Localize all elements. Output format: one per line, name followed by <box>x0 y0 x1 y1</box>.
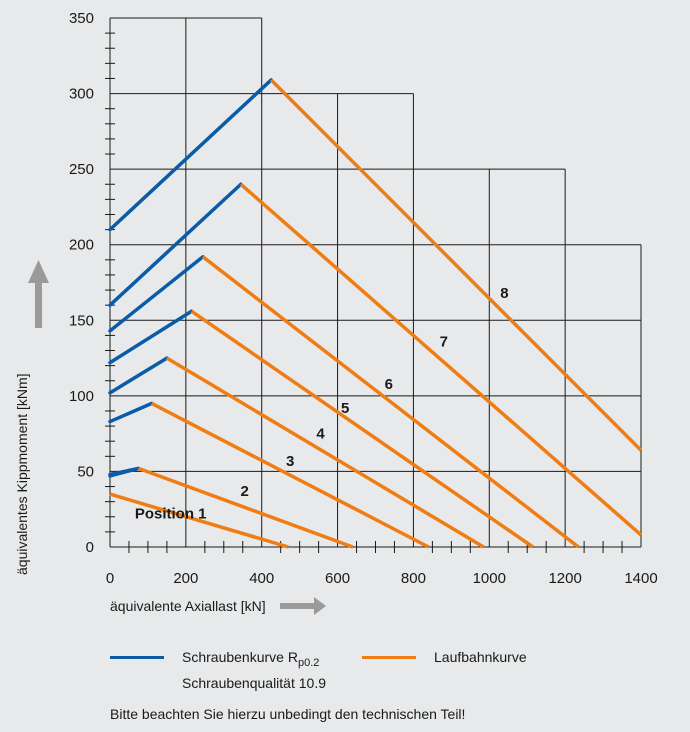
series-lines <box>108 78 643 549</box>
y-tick-label: 0 <box>86 539 94 556</box>
y-tick-label: 250 <box>69 161 94 178</box>
laufbahn-line-3 <box>150 401 430 549</box>
x-axis-label-row: äquivalente Axiallast [kN] <box>110 597 326 615</box>
axis-ticks: 0 50 100 150 200 250 300 350 0 200 400 600 800 1000 12… <box>69 10 658 587</box>
y-axis-arrow <box>28 260 49 328</box>
x-tick-label: 1400 <box>624 570 657 587</box>
position-label-2: 2 <box>240 483 248 500</box>
legend-sub-schraube: p0.2 <box>297 656 320 669</box>
schraube-line-3 <box>108 401 154 424</box>
laufbahn-line-7 <box>239 182 643 537</box>
position-label-1: Position 1 <box>135 506 207 523</box>
grid <box>109 17 642 548</box>
schraube-line-2 <box>108 466 141 477</box>
footnote: Bitte beachten Sie hierzu unbedingt den … <box>110 706 466 722</box>
y-tick-label: 100 <box>69 388 94 405</box>
position-label-4: 4 <box>316 426 325 443</box>
x-tick-label: 0 <box>106 570 114 587</box>
x-tick-label: 800 <box>401 570 426 587</box>
laufbahn-line-5 <box>190 309 534 549</box>
position-label-6: 6 <box>385 376 393 393</box>
laufbahn-line-6 <box>201 255 580 549</box>
y-tick-label: 200 <box>69 237 94 254</box>
legend-schraube: Schraubenkurve Rp0.2 Schraubenqualität 1… <box>110 647 326 693</box>
position-label-7: 7 <box>440 333 448 350</box>
x-tick-label: 1000 <box>473 570 506 587</box>
laufbahn-line-1 <box>109 492 289 549</box>
laufbahn-line-8 <box>269 78 643 452</box>
series-labels: Position 1 2 3 45 6 7 8 <box>135 285 509 523</box>
legend-swatch-schraube <box>110 656 164 659</box>
schraube-line-4 <box>108 356 169 395</box>
position-label-8: 8 <box>500 285 508 302</box>
x-tick-label: 600 <box>325 570 350 587</box>
x-axis-label: äquivalente Axiallast [kN] <box>110 598 266 614</box>
legend-swatch-laufbahn <box>362 656 416 659</box>
legend-laufbahn: Laufbahnkurve <box>362 647 527 667</box>
y-tick-label: 150 <box>69 312 94 329</box>
y-tick-label: 350 <box>69 10 94 27</box>
x-axis-arrow <box>279 597 326 615</box>
schraube-line-7 <box>108 182 243 307</box>
laufbahn-line-4 <box>165 356 485 549</box>
y-axis-label: äquivalentes Kippmoment [kNm] <box>14 373 30 575</box>
schraube-line-8 <box>108 78 273 232</box>
y-tick-label: 300 <box>69 86 94 103</box>
schraube-line-5 <box>108 309 194 365</box>
position-label-5: 5 <box>341 400 349 417</box>
schraube-line-6 <box>108 255 205 333</box>
x-tick-label: 400 <box>249 570 274 587</box>
x-tick-label: 200 <box>173 570 198 587</box>
x-tick-label: 1200 <box>548 570 581 587</box>
laufbahn-line-2 <box>137 466 354 549</box>
legend-label-laufbahn: Laufbahnkurve <box>434 649 527 665</box>
legend-label-schraube-quality: Schraubenqualität 10.9 <box>182 674 326 691</box>
position-label-3: 3 <box>286 453 294 470</box>
legend-label-schraube: Schraubenkurve R <box>182 649 298 665</box>
chart: 0 50 100 150 200 250 300 350 0 200 400 600 800 1000 12… <box>14 10 658 587</box>
y-tick-label: 50 <box>77 463 94 480</box>
